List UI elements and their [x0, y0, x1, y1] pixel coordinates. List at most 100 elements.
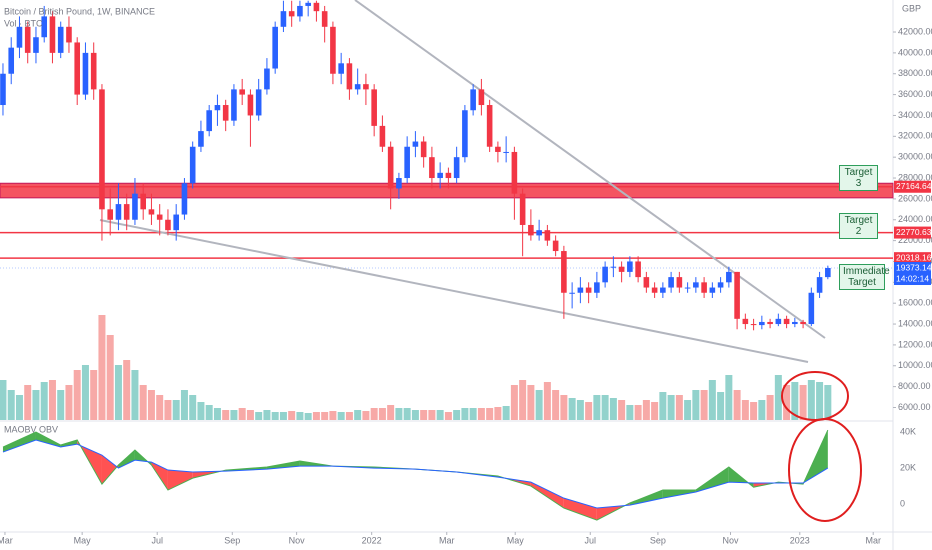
volume-bar: [255, 412, 263, 420]
x-tick-label: Mar: [439, 535, 455, 545]
volume-bar: [593, 395, 601, 420]
candle-body: [82, 52, 89, 95]
candle-body: [816, 277, 823, 293]
volume-bar: [684, 400, 692, 420]
candle-body: [726, 271, 732, 283]
y-tick-label: 32000.00: [898, 131, 932, 141]
candle-body: [239, 89, 245, 95]
volume-bar: [741, 400, 749, 420]
x-tick-label: Mar: [865, 535, 881, 545]
volume-bar: [766, 395, 774, 420]
volume-bar: [510, 385, 518, 420]
indicator-label: MAOBV OBV: [4, 424, 58, 434]
volume-bar: [552, 390, 560, 420]
volume-bar: [40, 382, 48, 420]
volume-bar: [626, 405, 634, 420]
volume-bar: [279, 412, 287, 420]
volume-bar: [213, 408, 221, 420]
volume-bar: [81, 365, 89, 420]
candle-body: [651, 287, 658, 293]
highlight-circle: [788, 418, 862, 522]
candle-body: [734, 271, 740, 319]
volume-bar: [24, 385, 32, 420]
y-tick-label: 6000.00: [898, 402, 931, 412]
candle-body: [544, 230, 551, 241]
level-label-box: [894, 226, 931, 239]
candle-body: [338, 63, 344, 74]
volume-bar: [411, 410, 419, 420]
candle-body: [668, 277, 674, 288]
x-tick-label: 2023: [790, 535, 810, 545]
y-tick-label: 8000.00: [898, 381, 931, 391]
candle-body: [354, 84, 361, 90]
candle-body: [165, 219, 171, 231]
y-tick-label: 28000.00: [898, 172, 932, 182]
volume-bar: [609, 398, 617, 420]
x-tick-label: Nov: [722, 535, 739, 545]
candle-body: [602, 266, 608, 283]
volume-bar: [147, 390, 155, 420]
volume-bar: [230, 410, 238, 420]
y-tick-label: 16000.00: [898, 298, 932, 308]
candle-body: [478, 89, 485, 106]
obv-line: [2, 429, 829, 521]
candle-body: [206, 110, 212, 132]
candle-body: [825, 268, 831, 278]
volume-bar: [403, 408, 411, 420]
candle-body: [57, 26, 64, 53]
volume-bar: [502, 406, 510, 420]
level-label: 20318.16: [896, 252, 932, 262]
candle-body: [305, 2, 311, 6]
volume-bar: [387, 405, 395, 420]
volume-bar: [156, 395, 164, 420]
volume-bar: [659, 392, 667, 420]
candle-body: [132, 193, 138, 220]
candle-body: [750, 324, 757, 326]
candle-body: [115, 204, 122, 220]
candle-body: [462, 110, 468, 158]
y-tick-label: 34000.00: [898, 110, 932, 120]
volume-bar: [337, 412, 345, 420]
x-tick-label: Nov: [289, 535, 306, 545]
candle-body: [288, 11, 295, 17]
volume-bar: [750, 402, 758, 420]
candle-body: [189, 146, 196, 184]
candle-body: [643, 277, 650, 288]
candle-body: [561, 251, 567, 293]
volume-bar: [57, 390, 65, 420]
x-tick-label: Jul: [585, 535, 597, 545]
candle-body: [676, 277, 683, 288]
volume-bar: [345, 412, 353, 420]
candle-body: [313, 2, 320, 12]
obv-ma-line: [2, 439, 829, 509]
candle-body: [437, 172, 443, 179]
level-label: 27164.64: [896, 181, 932, 191]
volume-bar: [205, 405, 213, 420]
candle-body: [627, 261, 633, 272]
volume-bar: [667, 395, 675, 420]
candle-body: [635, 261, 641, 278]
candle-body: [519, 193, 526, 225]
x-tick-label: Sep: [224, 535, 240, 545]
volume-bar: [783, 385, 791, 420]
volume-bar: [519, 380, 527, 420]
volume-bar: [304, 413, 312, 420]
volume-bar: [585, 402, 593, 420]
x-tick-label: Sep: [650, 535, 666, 545]
obv-fill: [167, 470, 193, 491]
volume-bar: [123, 360, 131, 420]
candle-body: [594, 282, 600, 293]
candle-body: [792, 321, 798, 325]
volume-bar: [222, 410, 230, 420]
volume-bar: [172, 400, 180, 420]
volume-bar: [180, 390, 188, 420]
volume-bar: [378, 408, 386, 420]
volume-bar: [296, 412, 304, 420]
candle-body: [800, 321, 806, 325]
candle-body: [371, 89, 377, 126]
candle-body: [396, 178, 402, 189]
volume-bar: [189, 395, 197, 420]
candle-body: [24, 26, 31, 53]
volume-bar: [807, 380, 815, 420]
candle-body: [148, 209, 155, 215]
